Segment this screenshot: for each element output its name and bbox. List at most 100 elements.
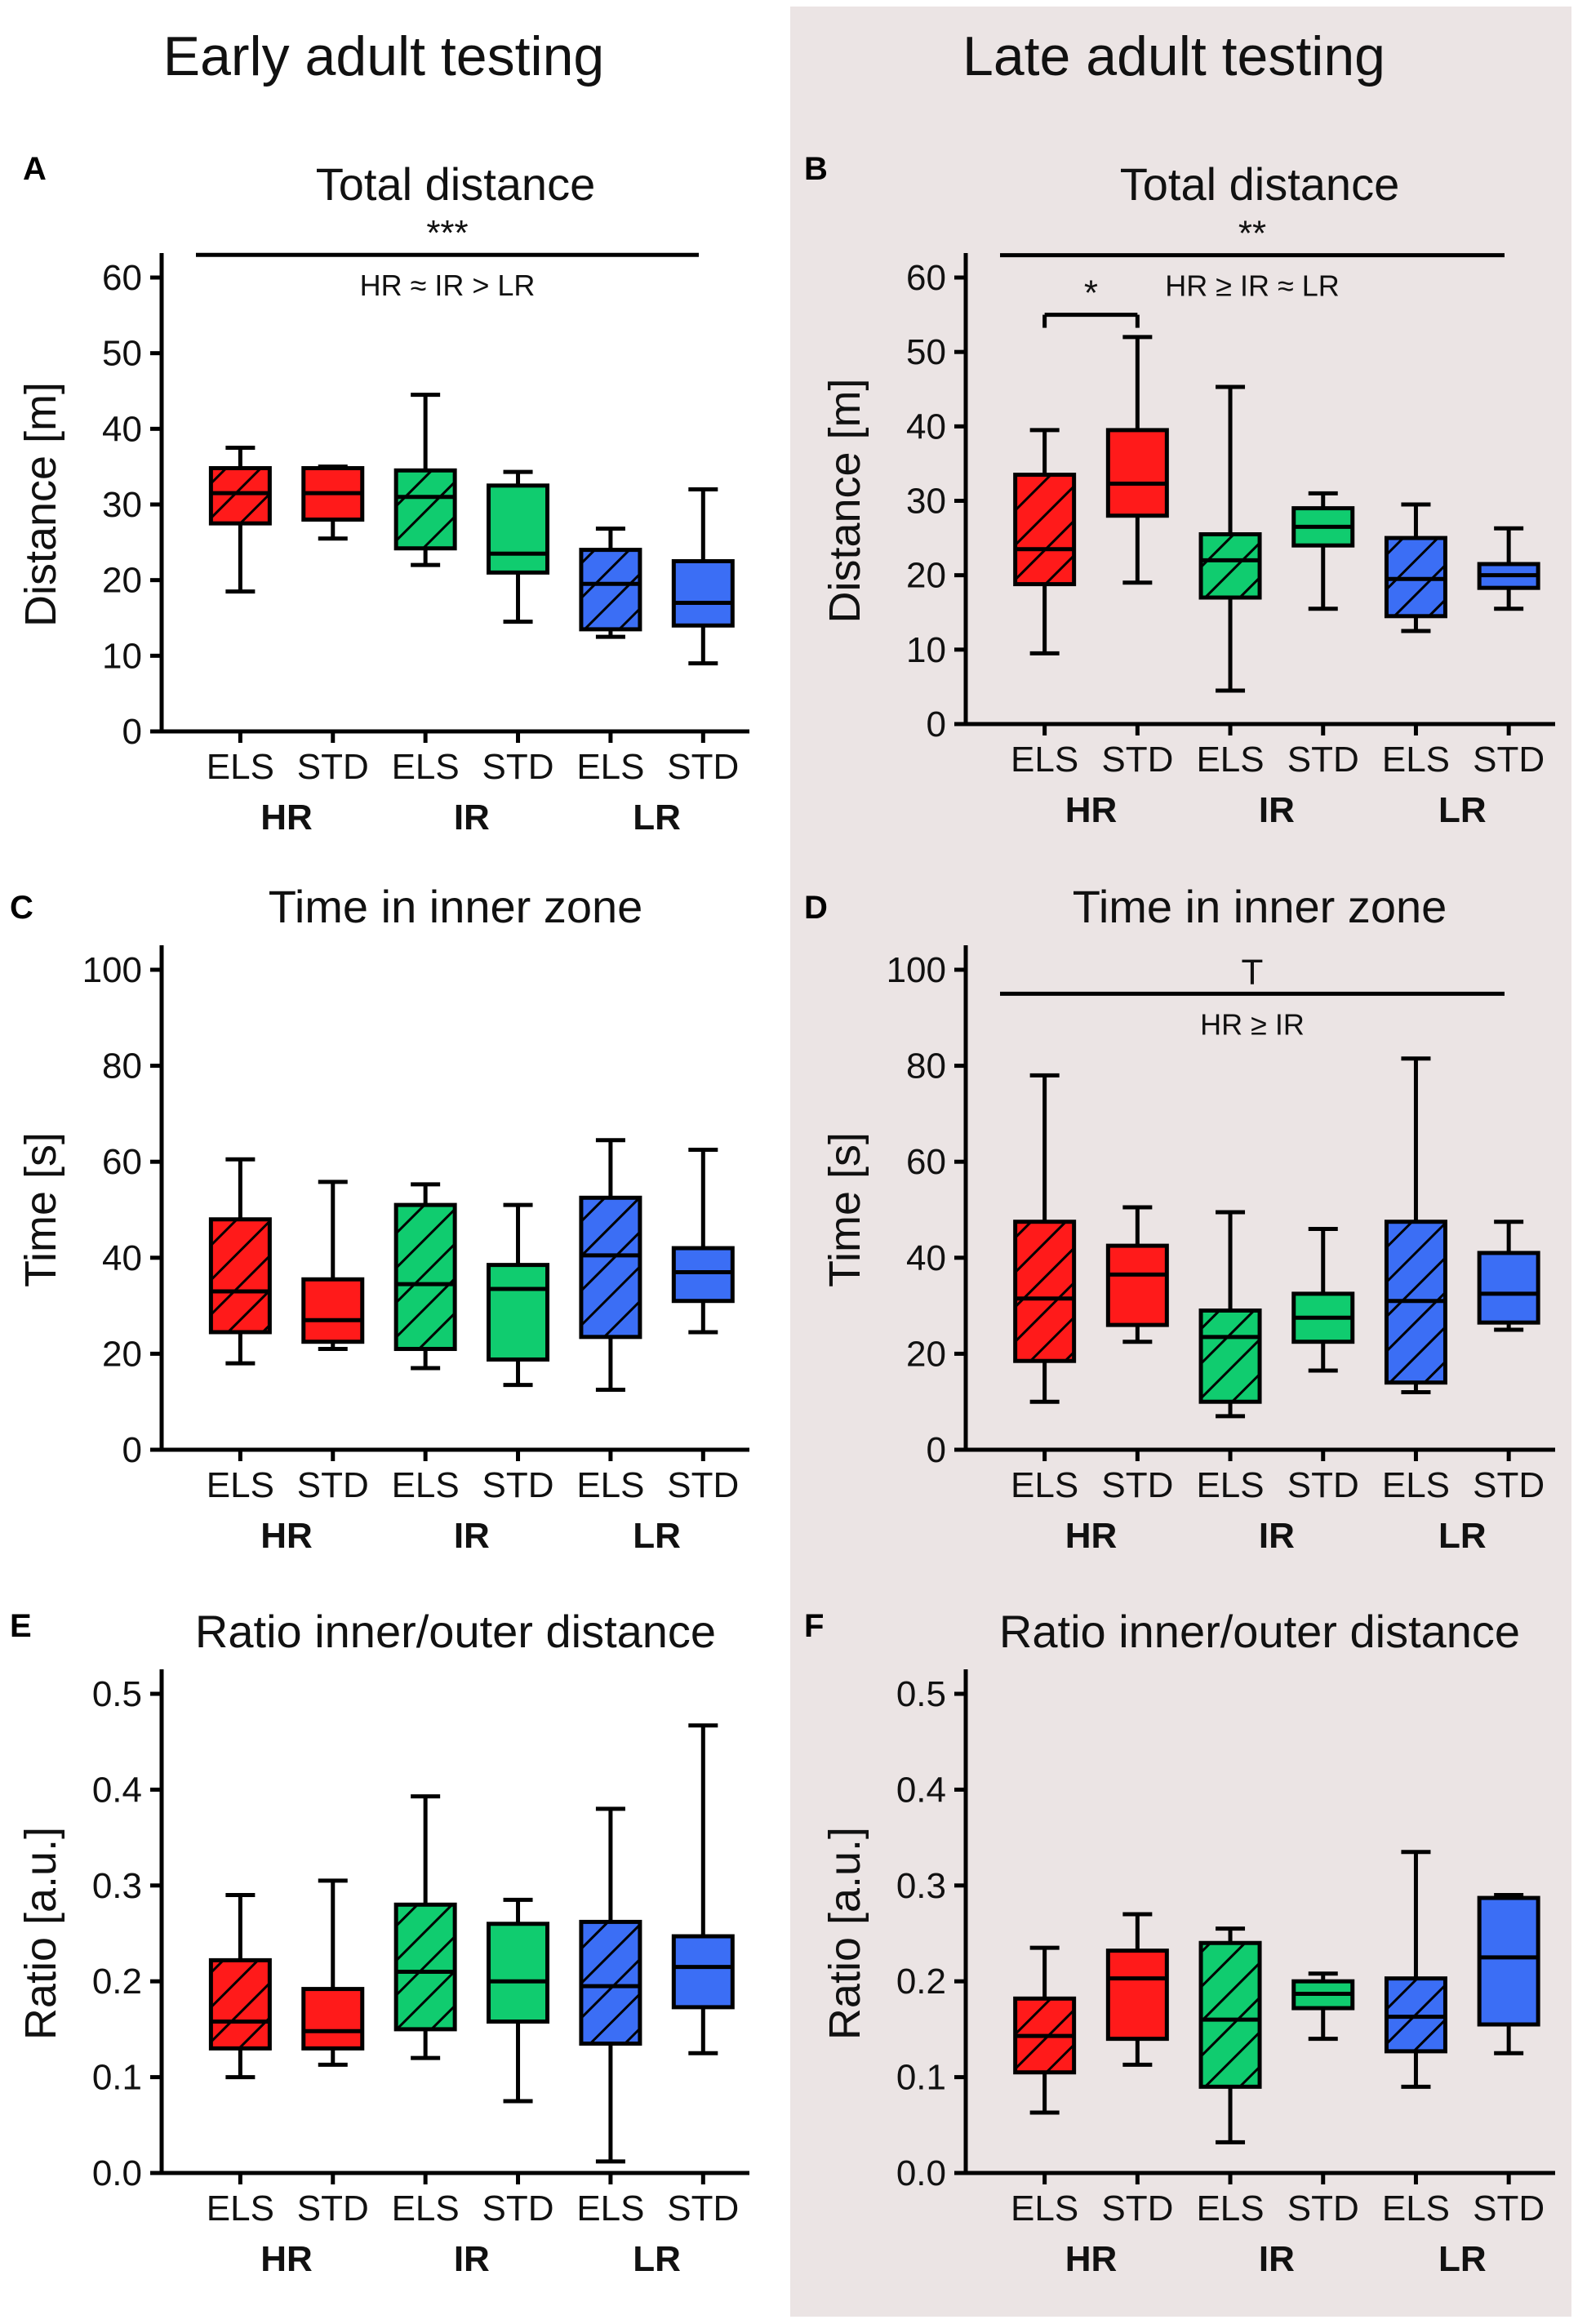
significance-label: *** — [426, 213, 468, 253]
group-label: IR — [454, 2239, 490, 2279]
group-label: LR — [633, 2239, 681, 2279]
x-tick-label: STD — [667, 747, 739, 787]
box-lr-std — [1477, 1220, 1540, 1332]
group-label: HR — [1065, 1516, 1118, 1556]
x-tick-label: ELS — [1382, 2188, 1450, 2228]
y-tick-label: 80 — [906, 1046, 946, 1086]
y-tick-label: 60 — [102, 1142, 142, 1182]
x-tick-label: ELS — [1196, 2188, 1264, 2228]
box-iqr — [579, 1195, 642, 1340]
box-iqr — [1105, 1243, 1169, 1327]
significance-bracket: ** HR ≥ IR ≈ LR — [1000, 214, 1505, 303]
box-iqr — [1198, 1308, 1262, 1404]
box-lr-std — [671, 1148, 735, 1335]
panel-title: Ratio inner/outer distance — [195, 1606, 716, 1657]
column-title-late: Late adult testing — [962, 25, 1385, 87]
y-tick-label: 0 — [927, 1430, 946, 1470]
y-tick-label: 40 — [102, 409, 142, 449]
y-tick-label: 60 — [906, 258, 946, 298]
x-tick-label: STD — [1287, 740, 1359, 780]
y-tick-label: 20 — [102, 1334, 142, 1374]
x-tick-label: ELS — [1196, 740, 1264, 780]
box-hr-els — [208, 1893, 272, 2080]
x-tick-label: ELS — [576, 747, 644, 787]
box-ir-std — [487, 1897, 550, 2104]
y-tick-label: 60 — [906, 1142, 946, 1182]
box-iqr — [579, 1919, 642, 2046]
x-tick-label: STD — [1101, 740, 1173, 780]
box-lr-els — [579, 1138, 642, 1392]
box-iqr — [1477, 1251, 1540, 1325]
significance-label: T — [1242, 952, 1264, 992]
x-tick-label: STD — [1473, 2188, 1545, 2228]
y-tick-label: 0.1 — [896, 2058, 946, 2098]
x-tick-label: ELS — [1011, 2188, 1078, 2228]
x-tick-label: ELS — [392, 747, 460, 787]
x-tick-label: STD — [482, 1465, 554, 1505]
y-tick-label: 0.0 — [92, 2153, 142, 2193]
y-tick-label: 0.1 — [92, 2058, 142, 2098]
box-ir-std — [1291, 491, 1355, 611]
group-label: IR — [1259, 2239, 1295, 2279]
box-hr-els — [208, 446, 272, 594]
significance-note: HR ≥ IR — [1200, 1007, 1305, 1041]
y-tick-label: 0.2 — [896, 1962, 946, 2002]
box-iqr — [671, 559, 735, 628]
x-tick-label: STD — [297, 1465, 369, 1505]
y-tick-label: 20 — [906, 1334, 946, 1374]
x-tick-label: STD — [482, 747, 554, 787]
late-column-background — [790, 7, 1571, 2317]
box-hr-std — [1105, 1205, 1169, 1344]
significance-bracket: * — [1042, 273, 1140, 328]
box-iqr — [671, 1246, 735, 1304]
y-axis-label: Distance [m] — [16, 382, 65, 627]
x-tick-label: STD — [1473, 1465, 1545, 1505]
x-tick-label: STD — [667, 2188, 739, 2228]
y-tick-label: 100 — [887, 950, 946, 990]
x-tick-label: ELS — [392, 2188, 460, 2228]
significance-bracket: *** HR ≈ IR > LR — [196, 213, 699, 302]
x-tick-label: ELS — [207, 747, 274, 787]
box-ir-els — [1198, 384, 1262, 693]
x-tick-label: STD — [1473, 740, 1545, 780]
box-ir-els — [1198, 1926, 1262, 2144]
box-lr-els — [1384, 1056, 1447, 1394]
y-tick-label: 30 — [102, 485, 142, 525]
significance-label: * — [1084, 273, 1098, 313]
column-title-early: Early adult testing — [162, 25, 605, 87]
box-iqr — [208, 1217, 272, 1335]
box-iqr — [1013, 1220, 1077, 1363]
panel-e: E Ratio inner/outer distance 0.0 0.1 0.2 0.3 0… — [10, 1606, 749, 2279]
box-hr-std — [1105, 1912, 1169, 2067]
group-label: LR — [633, 1516, 681, 1556]
y-tick-label: 40 — [906, 1238, 946, 1278]
box-hr-std — [301, 1180, 365, 1352]
group-label: HR — [260, 798, 313, 838]
box-ir-els — [393, 393, 457, 567]
x-tick-label: ELS — [576, 1465, 644, 1505]
y-tick-label: 100 — [82, 950, 142, 990]
box-iqr — [393, 1902, 457, 2032]
y-tick-label: 0 — [122, 712, 142, 752]
box-lr-els — [1384, 502, 1447, 633]
panel-a: A Total distance 0 10 20 30 40 50 60 Distance [m]… — [16, 151, 749, 838]
panel-f: F Ratio inner/outer distance 0.0 0.1 0.2 0.3 0… — [804, 1606, 1555, 2279]
box-hr-els — [1013, 1945, 1077, 2115]
y-tick-label: 30 — [906, 482, 946, 522]
y-axis-label: Distance [m] — [820, 378, 869, 623]
panel-letter: E — [10, 1608, 32, 1644]
y-tick-label: 10 — [102, 636, 142, 676]
x-tick-label: ELS — [576, 2188, 644, 2228]
group-label: IR — [1259, 1516, 1295, 1556]
y-tick-label: 40 — [906, 407, 946, 447]
panel-letter: A — [23, 151, 47, 187]
y-tick-label: 40 — [102, 1238, 142, 1278]
y-tick-label: 0.3 — [92, 1866, 142, 1906]
box-iqr — [1198, 532, 1262, 600]
group-label: LR — [1438, 2239, 1487, 2279]
group-label: HR — [260, 1516, 313, 1556]
x-tick-label: ELS — [1382, 1465, 1450, 1505]
x-tick-label: STD — [297, 2188, 369, 2228]
panel-title: Time in inner zone — [269, 881, 643, 932]
